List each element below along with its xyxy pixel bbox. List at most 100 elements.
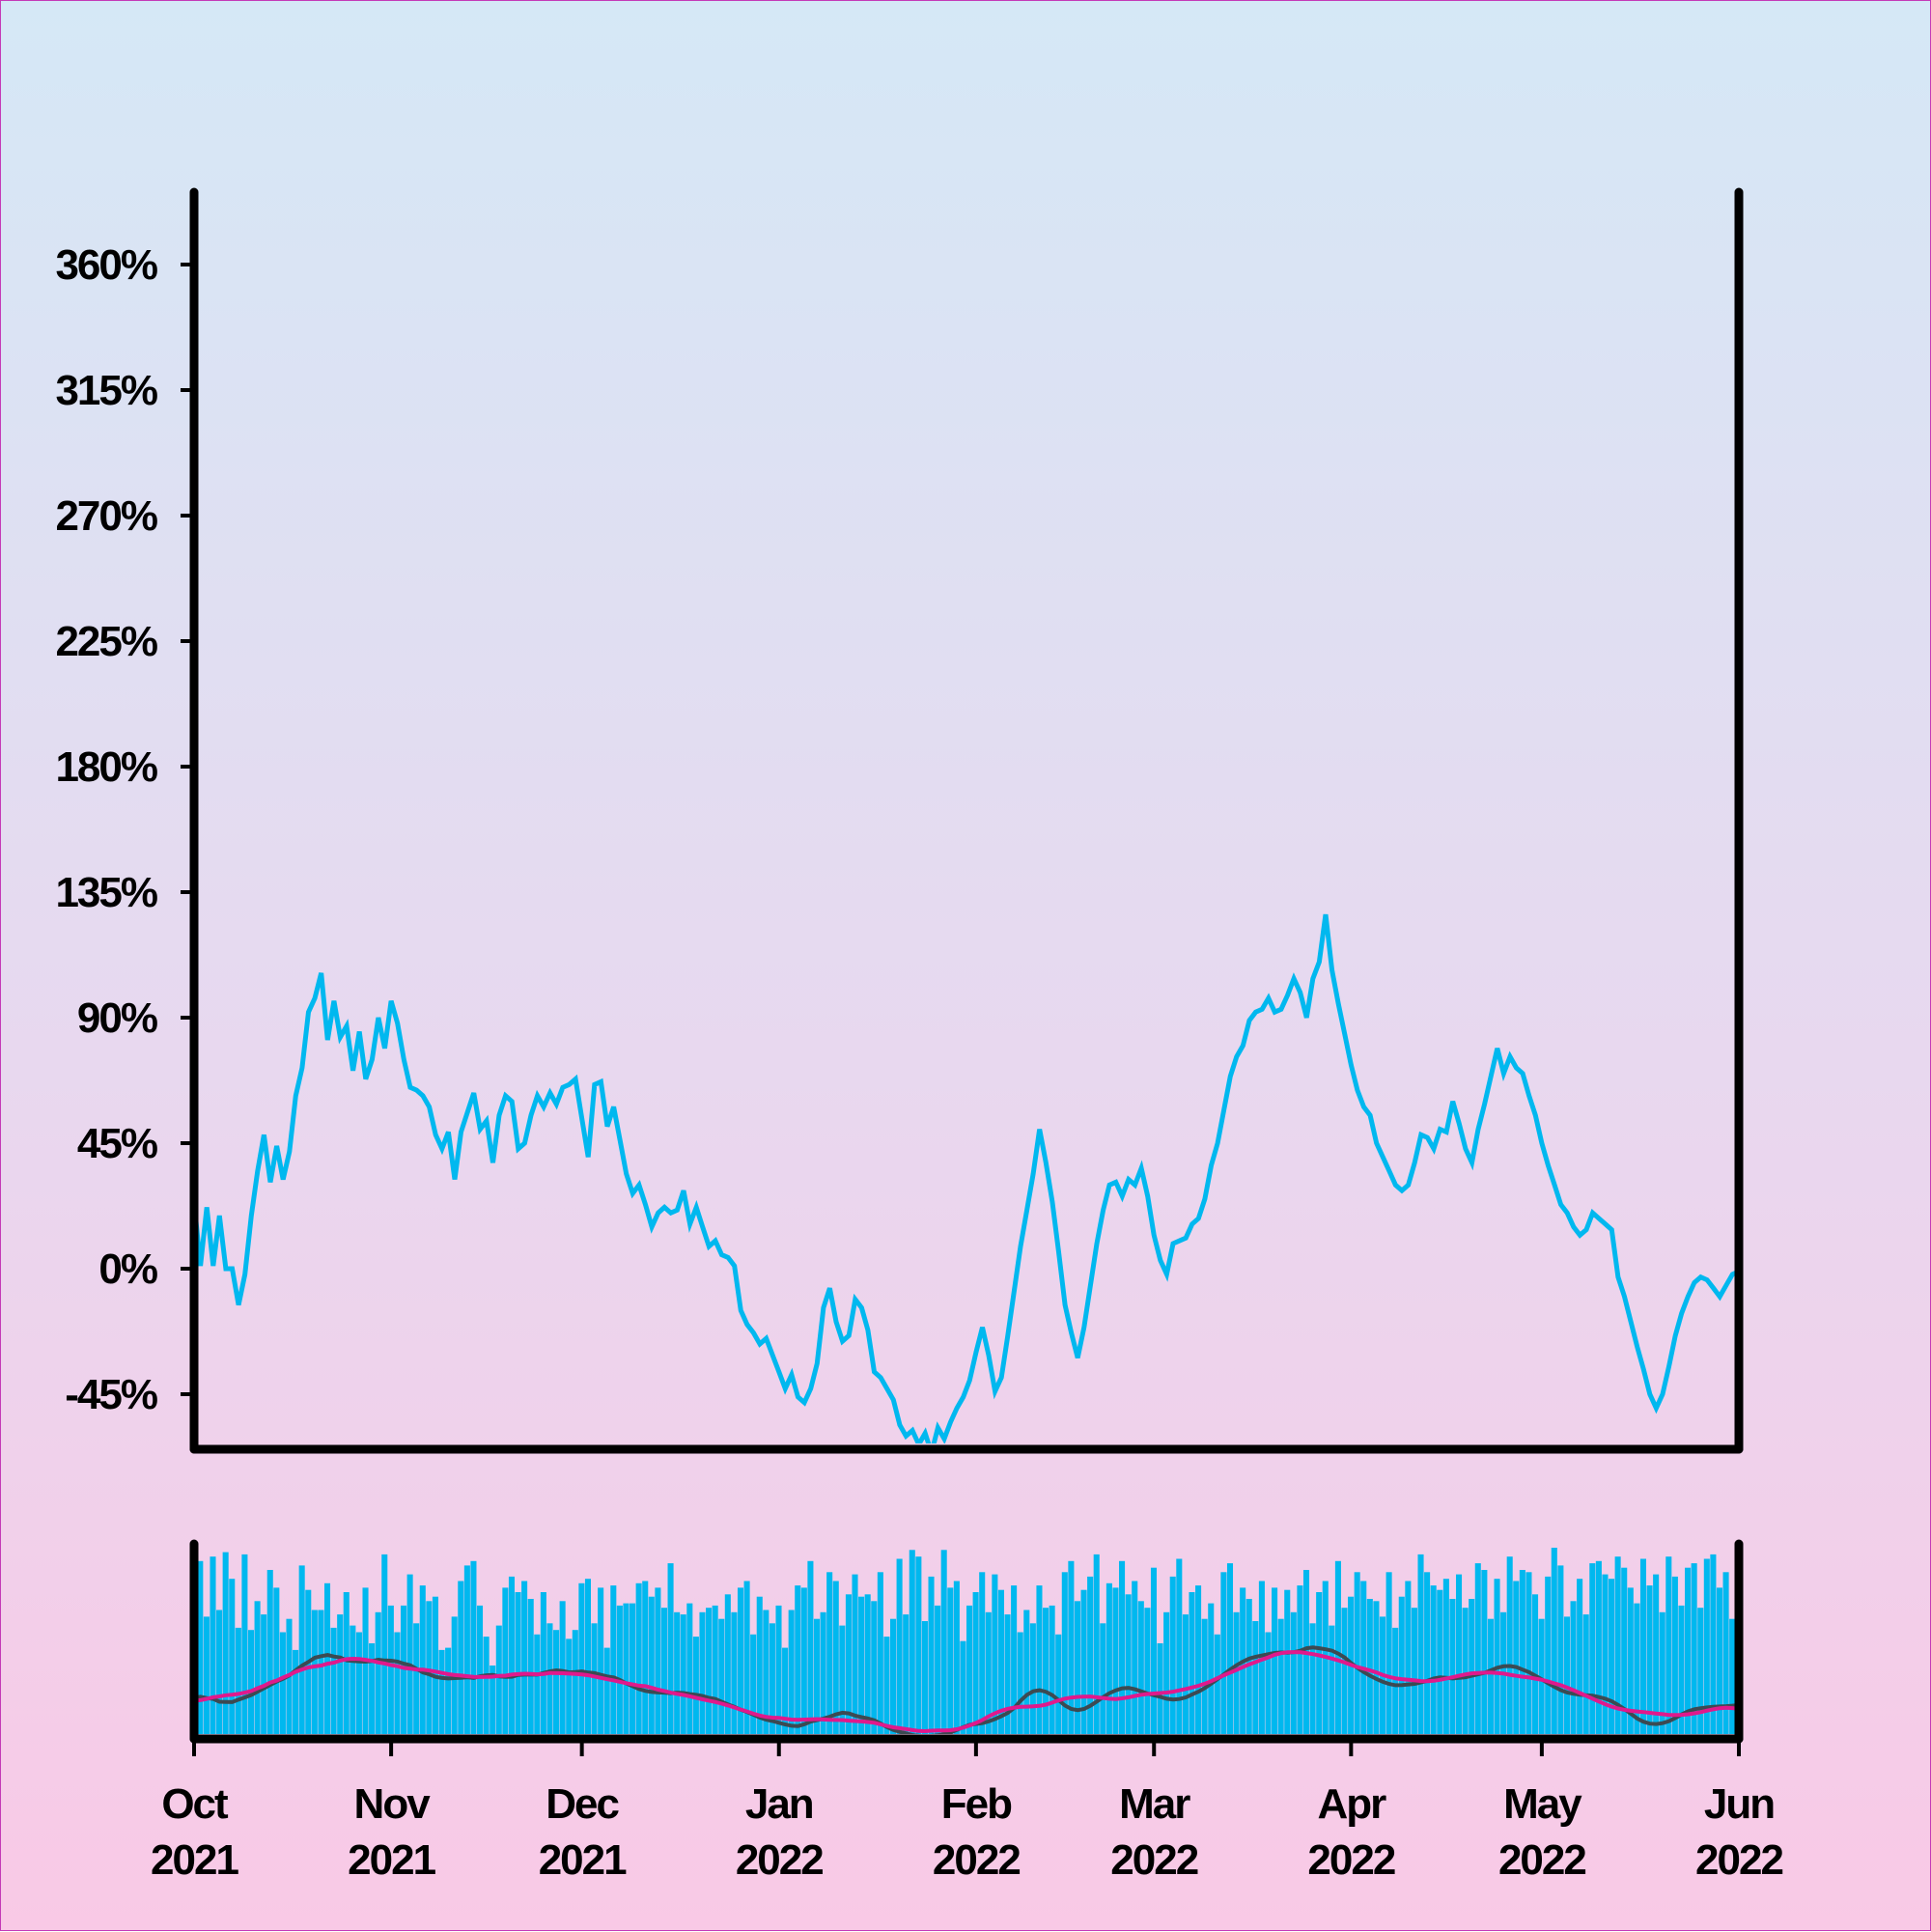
volume-bar [1277, 1618, 1284, 1734]
volume-bar [1665, 1556, 1672, 1734]
volume-bar [985, 1611, 992, 1734]
volume-bar [1595, 1560, 1602, 1734]
volume-bar [1290, 1611, 1297, 1734]
volume-bar [598, 1587, 604, 1734]
volume-bar [648, 1596, 655, 1734]
volume-bar [1653, 1574, 1660, 1734]
volume-bar [198, 1560, 204, 1734]
volume-bar [266, 1570, 273, 1734]
volume-bar [470, 1560, 477, 1734]
volume-bar [616, 1605, 623, 1734]
volume-bar [1532, 1594, 1539, 1734]
volume-bar [845, 1594, 852, 1734]
y-tick-label: 360% [55, 241, 156, 289]
volume-bar [1150, 1567, 1158, 1734]
volume-bar [1144, 1608, 1151, 1734]
volume-bar [1252, 1621, 1259, 1734]
volume-bar [426, 1601, 433, 1734]
main-series-line [194, 913, 1739, 1443]
volume-bar [375, 1611, 381, 1734]
volume-bar [1671, 1576, 1678, 1734]
volume-bar [1538, 1618, 1545, 1734]
volume-bar [1309, 1623, 1316, 1734]
volume-bar [1869, 1548, 1875, 1739]
volume-bar [896, 1558, 903, 1734]
volume-bar [247, 1630, 255, 1734]
volume-bar [222, 1552, 229, 1734]
volume-bar [483, 1637, 490, 1734]
volume-bar [1761, 1577, 1767, 1739]
volume-bar [1087, 1576, 1094, 1734]
volume-bar [1513, 1581, 1520, 1734]
volume-bar [1914, 1568, 1919, 1739]
volume-bar [915, 1556, 922, 1734]
volume-bar [350, 1625, 356, 1734]
volume-bar [686, 1603, 693, 1734]
volume-bar [298, 1565, 305, 1734]
volume-bar [769, 1623, 775, 1734]
x-tick-label-year: 2022 [1498, 1836, 1585, 1884]
volume-bar [1055, 1634, 1062, 1734]
x-tick-label-month: Dec [546, 1780, 619, 1828]
volume-bar [502, 1587, 509, 1734]
volume-bar [1449, 1599, 1456, 1734]
volume-bar [1754, 1559, 1760, 1740]
volume-bar [940, 1550, 947, 1734]
volume-bar [241, 1554, 248, 1734]
volume-bar [1469, 1599, 1475, 1734]
volume-bar [1424, 1572, 1431, 1734]
volume-bar [387, 1605, 394, 1734]
y-tick-label: 45% [77, 1120, 157, 1167]
volume-bar [400, 1605, 407, 1734]
volume-bar [603, 1647, 610, 1734]
volume-bar [1582, 1614, 1589, 1734]
volume-bar [1100, 1623, 1106, 1734]
y-tick-label: 90% [77, 994, 157, 1042]
volume-bar [737, 1587, 744, 1734]
x-tick-label-month: Oct [161, 1780, 229, 1828]
volume-bar [1831, 1601, 1836, 1739]
volume-bar [1697, 1608, 1704, 1734]
volume-bar [1272, 1587, 1278, 1734]
volume-bar [858, 1596, 865, 1734]
volume-bar [1837, 1579, 1843, 1739]
volume-bar [826, 1572, 833, 1734]
volume-bar [660, 1608, 668, 1734]
volume-bar [1017, 1632, 1023, 1734]
volume-bar [1462, 1608, 1469, 1734]
volume-bar [553, 1630, 560, 1734]
volume-bar [1691, 1563, 1697, 1734]
volume-bar [706, 1608, 713, 1734]
volume-bar [1889, 1559, 1894, 1740]
volume-bar [1646, 1585, 1653, 1734]
volume-bar [1329, 1625, 1335, 1734]
volume-bar [1857, 1583, 1862, 1739]
volume-bar [889, 1618, 897, 1734]
volume-bar [572, 1630, 578, 1734]
volume-bar [635, 1582, 642, 1734]
volume-bar [323, 1582, 331, 1734]
volume-bar [1043, 1608, 1049, 1734]
volume-bar [445, 1647, 452, 1734]
volume-bar [731, 1611, 738, 1734]
volume-bar [584, 1579, 591, 1734]
y-tick-label: 180% [55, 743, 156, 791]
volume-bar [1208, 1603, 1215, 1734]
volume-bar [1163, 1611, 1170, 1734]
volume-bar [935, 1605, 941, 1734]
volume-bar [1659, 1611, 1665, 1734]
volume-bar [903, 1614, 910, 1734]
volume-bar [1360, 1581, 1367, 1734]
volume-bar [1137, 1601, 1144, 1734]
volume-bar [1189, 1592, 1195, 1734]
volume-bar [1245, 1599, 1252, 1734]
volume-bar [1926, 1582, 1931, 1740]
volume-bar [1634, 1603, 1640, 1734]
volume-bar [756, 1596, 763, 1734]
volume-bar [1119, 1560, 1126, 1734]
volume-bar [979, 1572, 986, 1734]
volume-bar [254, 1601, 261, 1734]
volume-bar [1589, 1563, 1596, 1734]
volume-bar [1519, 1570, 1525, 1734]
